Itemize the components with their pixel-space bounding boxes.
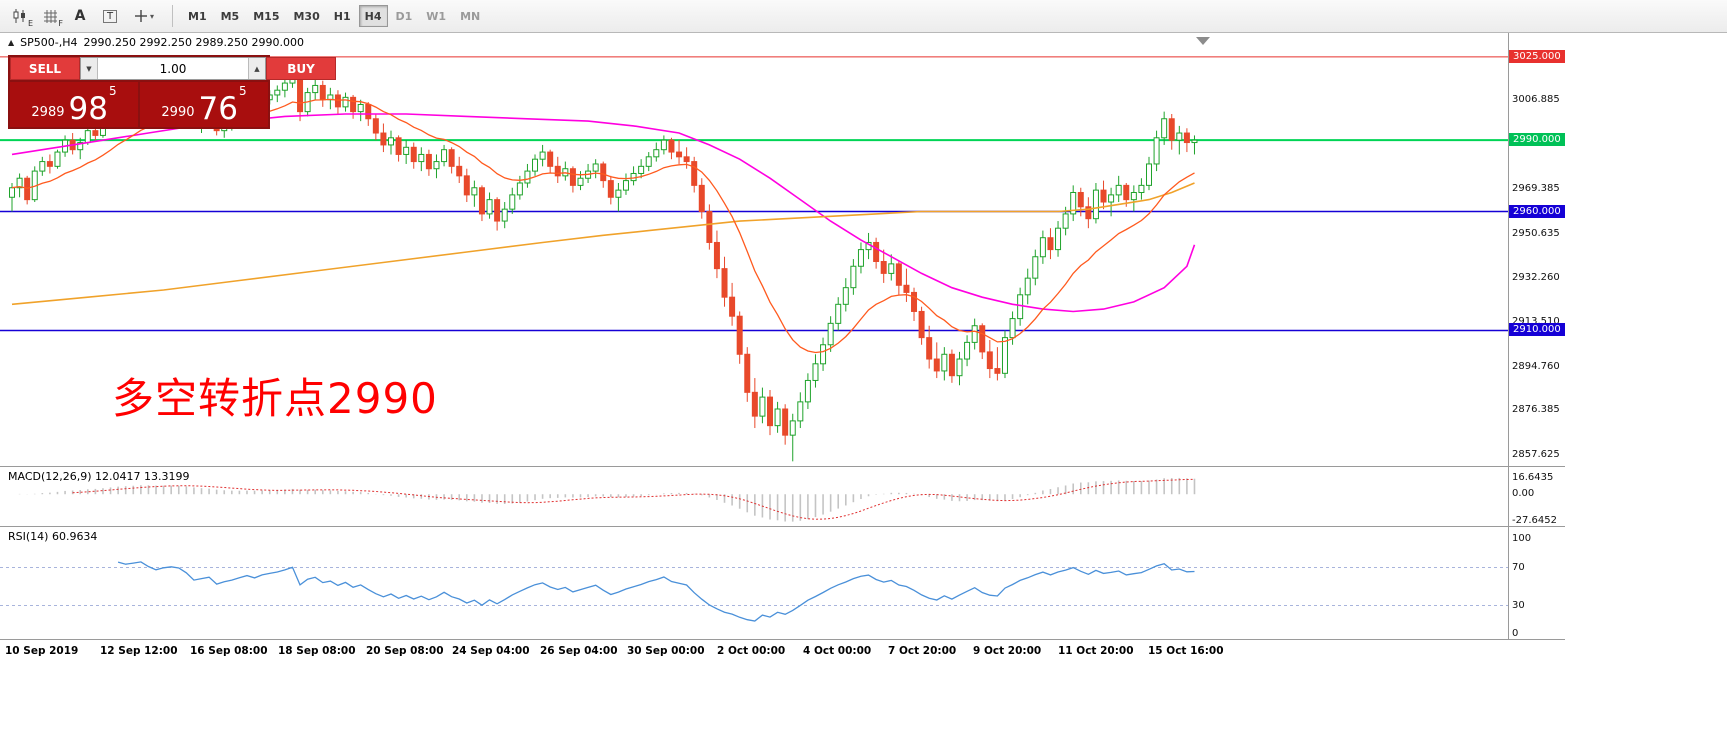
time-axis-label: 30 Sep 00:00 <box>627 645 705 657</box>
tf-button-m30[interactable]: M30 <box>293 9 320 23</box>
tf-button-m5[interactable]: M5 <box>220 9 240 23</box>
sell-price-display[interactable]: 2989 98 5 <box>10 82 138 127</box>
tf-button-m1[interactable]: M1 <box>188 9 207 23</box>
sell-price-superscript: 5 <box>108 84 117 98</box>
candlestick-chart-canvas[interactable] <box>0 33 1508 466</box>
one-click-trade-panel: SELL ▼ ▲ BUY 2989 98 5 2990 76 5 <box>8 55 336 129</box>
price-level-badge: 2990.000 <box>1509 133 1565 147</box>
axis-tick-label: -27.6452 <box>1512 514 1557 526</box>
buy-price-big-digits: 76 <box>198 90 238 127</box>
tool-badge: E <box>27 19 33 28</box>
crosshair-icon <box>134 10 147 22</box>
sell-price-big-digits: 98 <box>68 90 108 127</box>
axis-tick-label: 16.6435 <box>1512 472 1554 484</box>
time-axis-label: 26 Sep 04:00 <box>540 645 618 657</box>
axis-tick-label: 2894.760 <box>1512 360 1560 372</box>
axis-tick-label: 2857.625 <box>1512 449 1560 461</box>
axis-tick-label: 100 <box>1512 533 1532 544</box>
grid-glyph-icon <box>43 9 57 23</box>
macd-indicator-panel: MACD(12,26,9) 12.0417 13.3199 16.6435 0.0… <box>0 467 1565 527</box>
axis-tick-label: 2950.635 <box>1512 227 1560 239</box>
price-level-badge: 3025.000 <box>1509 49 1565 63</box>
buy-price-superscript: 5 <box>238 84 247 98</box>
time-axis-label: 10 Sep 2019 <box>5 645 79 657</box>
axis-tick-label: 30 <box>1512 599 1525 611</box>
price-level-badge: 2910.000 <box>1509 323 1565 337</box>
buy-price-stem: 2990 <box>161 105 195 120</box>
chart-ohlc-values: 2990.250 2992.250 2989.250 2990.000 <box>83 36 304 49</box>
volume-up-icon[interactable]: ▲ <box>248 58 265 79</box>
time-axis-label: 16 Sep 08:00 <box>190 645 268 657</box>
chart-symbol-label: SP500-,H4 <box>20 36 78 49</box>
volume-input[interactable] <box>98 58 248 79</box>
toolbar-separator <box>172 5 173 27</box>
text-box-icon[interactable]: T <box>96 4 124 28</box>
rsi-chart-canvas[interactable] <box>0 527 1508 639</box>
time-axis-label: 7 Oct 20:00 <box>888 645 957 657</box>
crosshair-tool-button[interactable]: ▾ <box>126 4 162 28</box>
axis-tick-label: 0 <box>1512 628 1519 639</box>
macd-header-label: MACD(12,26,9) 12.0417 13.3199 <box>8 470 190 483</box>
indicators-icon[interactable]: E <box>6 4 34 28</box>
time-axis-label: 2 Oct 00:00 <box>717 645 786 657</box>
tf-button-mn[interactable]: MN <box>460 9 481 23</box>
chart-text-annotation[interactable]: 多空转折点2990 <box>112 374 438 423</box>
top-toolbar: E F A T ▾ M1 M5 M15 M30 <box>0 0 1727 33</box>
time-axis-label: 11 Oct 20:00 <box>1058 645 1134 657</box>
time-axis-label: 15 Oct 16:00 <box>1148 645 1224 657</box>
tool-badge: F <box>58 19 63 28</box>
axis-tick-label: 2876.385 <box>1512 404 1560 416</box>
axis-tick-label: 0.00 <box>1512 488 1535 500</box>
main-chart-panel: ▲ SP500-,H4 2990.250 2992.250 2989.250 2… <box>0 33 1565 467</box>
tf-button-w1[interactable]: W1 <box>426 9 447 23</box>
price-level-badge: 2960.000 <box>1509 204 1565 218</box>
price-axis-divider <box>1508 33 1509 640</box>
rsi-header-label: RSI(14) 60.9634 <box>8 530 98 543</box>
time-axis-label: 24 Sep 04:00 <box>452 645 530 657</box>
sell-button[interactable]: SELL <box>10 57 80 80</box>
volume-dropdown-icon[interactable]: ▼ <box>81 58 98 79</box>
axis-tick-label: 2932.260 <box>1512 271 1560 283</box>
volume-control: ▼ ▲ <box>80 57 266 80</box>
time-axis[interactable]: 10 Sep 2019 12 Sep 12:00 16 Sep 08:00 18 Se… <box>0 640 1565 664</box>
collapse-triangle-icon[interactable]: ▲ <box>8 38 15 47</box>
sell-price-stem: 2989 <box>31 105 65 120</box>
tf-button-h1[interactable]: H1 <box>333 9 351 23</box>
axis-tick-label: 2969.385 <box>1512 183 1560 195</box>
axis-tick-label: 70 <box>1512 561 1525 573</box>
time-axis-label: 4 Oct 00:00 <box>803 645 872 657</box>
buy-price-display[interactable]: 2990 76 5 <box>140 82 268 127</box>
time-axis-label: 9 Oct 20:00 <box>973 645 1042 657</box>
chart-title: ▲ SP500-,H4 2990.250 2992.250 2989.250 2… <box>8 36 304 49</box>
axis-tick-label: 3006.885 <box>1512 94 1560 105</box>
tf-button-h4-active[interactable]: H4 <box>358 5 388 27</box>
macd-chart-canvas[interactable] <box>0 467 1508 526</box>
rsi-indicator-panel: RSI(14) 60.9634 100 70 30 0 <box>0 527 1565 640</box>
axis-tick-label: 2913.510 <box>1512 316 1560 328</box>
grid-icon[interactable]: F <box>36 4 64 28</box>
candlestick-icon <box>13 9 25 23</box>
text-label-icon[interactable]: A <box>66 4 94 28</box>
tf-button-m15[interactable]: M15 <box>253 9 280 23</box>
buy-button[interactable]: BUY <box>266 57 336 80</box>
time-axis-label: 12 Sep 12:00 <box>100 645 178 657</box>
chevron-down-icon: ▾ <box>149 11 154 21</box>
letter-a-icon: A <box>74 8 86 24</box>
tf-button-d1[interactable]: D1 <box>395 9 413 23</box>
boxed-t-icon: T <box>102 9 118 23</box>
time-axis-label: 20 Sep 08:00 <box>366 645 444 657</box>
time-axis-label: 18 Sep 08:00 <box>278 645 356 657</box>
